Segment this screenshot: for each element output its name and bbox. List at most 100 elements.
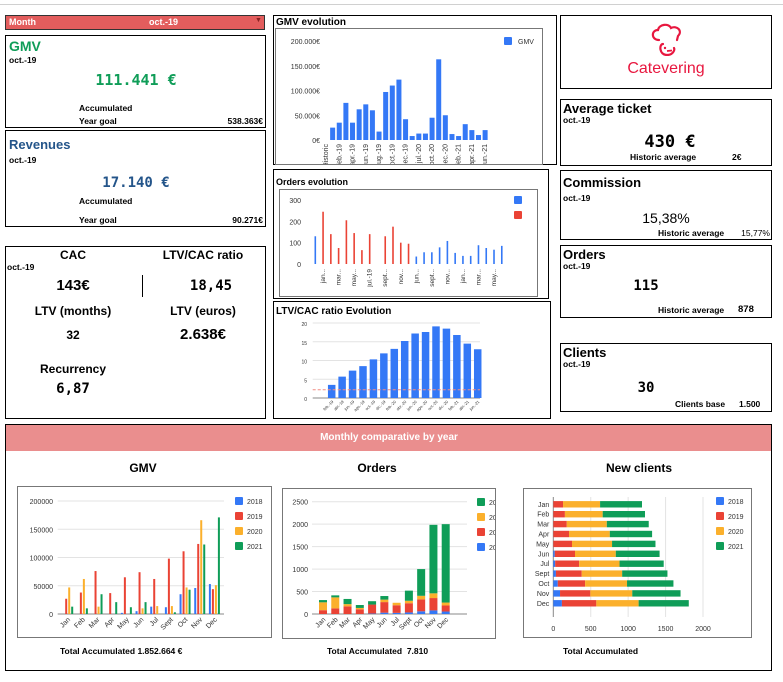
bar-segment: [566, 520, 607, 528]
bar: [330, 234, 332, 264]
bar: [403, 119, 409, 140]
legend-swatch: [716, 497, 724, 505]
cac-card: CAC LTV/CAC ratio oct.-19 143€ 18,45 LTV…: [5, 246, 266, 419]
bar-segment: [429, 610, 438, 614]
bar: [337, 248, 340, 264]
x-tick-label: Jul: [149, 616, 161, 628]
bar: [144, 602, 147, 614]
gmv-year-goal-value: 538.363€: [227, 116, 263, 126]
x-tick-label: may...: [351, 269, 358, 286]
x-tick-label: ago.-19: [353, 399, 367, 413]
bar: [156, 606, 159, 614]
y-tick-label: Sept: [535, 571, 549, 578]
bar-segment: [579, 560, 620, 567]
bar-segment: [417, 569, 426, 596]
bar: [416, 133, 422, 140]
x-tick-label: Dec: [436, 616, 450, 630]
bar-segment: [554, 550, 576, 557]
x-tick-label: Sept: [160, 616, 175, 631]
legend-swatch: [477, 528, 485, 536]
orders-value: 115: [633, 278, 659, 294]
orders-period: oct.-19: [563, 261, 591, 271]
bar-segment: [404, 612, 413, 614]
x-tick-label: Mar: [338, 616, 352, 630]
commission-card: Commission oct.-19 15,38% Historic avera…: [560, 170, 772, 240]
bar: [170, 606, 173, 614]
average-ticket-period: oct.-19: [563, 115, 591, 125]
bar: [123, 577, 126, 614]
bar: [438, 247, 441, 264]
bar: [208, 584, 211, 614]
x-tick-label: oct.-19: [364, 399, 377, 412]
bar: [200, 520, 203, 614]
bar-segment: [553, 560, 556, 567]
ltv-months-value: 32: [66, 328, 80, 342]
recurrency-value: 6,87: [56, 381, 90, 397]
gmv-by-year-chart: 0 50000 100000 150000 200000 Jan Feb Mar Apr May J…: [17, 486, 272, 638]
x-tick-label: Dec: [205, 616, 219, 630]
x-tick-label: feb.-21: [456, 144, 463, 165]
bar-segment: [368, 601, 377, 605]
bar-segment: [632, 590, 681, 597]
orders-title: Orders: [563, 247, 606, 262]
bar-segment: [441, 524, 450, 603]
bar: [68, 587, 71, 614]
bar-segment: [596, 600, 639, 607]
bar: [456, 136, 462, 140]
bar: [79, 592, 82, 614]
bottom-clients-title: New clients: [605, 461, 673, 475]
bar: [167, 558, 170, 614]
y-tick-label: 100: [289, 241, 301, 248]
commission-value: 15,38%: [642, 210, 690, 226]
bar-segment: [553, 511, 565, 518]
legend-swatch: [477, 498, 485, 506]
chef-hat-icon: [651, 23, 681, 56]
bar: [115, 602, 118, 614]
x-tick-label: 500: [585, 626, 597, 633]
bar: [138, 572, 141, 614]
x-tick-label: Feb: [326, 616, 340, 630]
x-tick-label: jun.-19: [363, 144, 370, 165]
legend-label: 2021: [728, 544, 744, 551]
x-tick-label: dec.-20: [442, 144, 449, 165]
legend-swatch: [235, 512, 243, 520]
bar: [469, 255, 472, 264]
legend-label: 2020: [247, 529, 263, 536]
y-tick-label: Feb: [537, 512, 549, 519]
bar-segment: [417, 611, 426, 614]
bar-segment: [417, 599, 426, 612]
logo-card: Catevering: [560, 15, 772, 89]
divider: [142, 275, 143, 297]
bar-segment: [600, 501, 642, 508]
x-tick-label: Nov: [424, 616, 438, 630]
month-value: oct.-19: [149, 17, 179, 27]
bar-segment: [429, 593, 438, 599]
ltv-cac-evolution-svg: 05101520feb.-19abr.-19jun.-19ago.-19oct.…: [301, 322, 482, 413]
bar: [363, 104, 369, 140]
bar: [179, 594, 182, 614]
banner-title: Monthly comparative by year: [320, 432, 458, 443]
bar-segment: [404, 600, 413, 604]
x-tick-label: jun.-21: [468, 399, 481, 412]
month-selector[interactable]: Month oct.-19 ▼: [5, 15, 265, 30]
bar: [411, 333, 419, 398]
revenues-accumulated-label: Accumulated: [79, 196, 133, 206]
x-tick-label: sept...: [382, 269, 389, 287]
legend-label: 2021: [247, 544, 263, 551]
x-tick-label: Nov: [190, 616, 204, 630]
bar-segment: [602, 511, 645, 518]
bar-segment: [553, 520, 567, 528]
bar-segment: [553, 580, 558, 587]
legend-swatch: [235, 527, 243, 535]
bar: [94, 571, 97, 614]
bar: [314, 236, 317, 264]
bar-segment: [331, 597, 340, 609]
y-tick-label: 200.000€: [291, 39, 320, 46]
bar-segment: [429, 598, 438, 611]
gmv-accumulated-label: Accumulated: [79, 103, 133, 113]
bar: [400, 341, 409, 398]
bar: [429, 117, 435, 140]
dropdown-arrow-icon[interactable]: ▼: [255, 17, 262, 24]
x-tick-label: Oct: [413, 616, 426, 629]
y-tick-label: Dec: [537, 601, 550, 608]
